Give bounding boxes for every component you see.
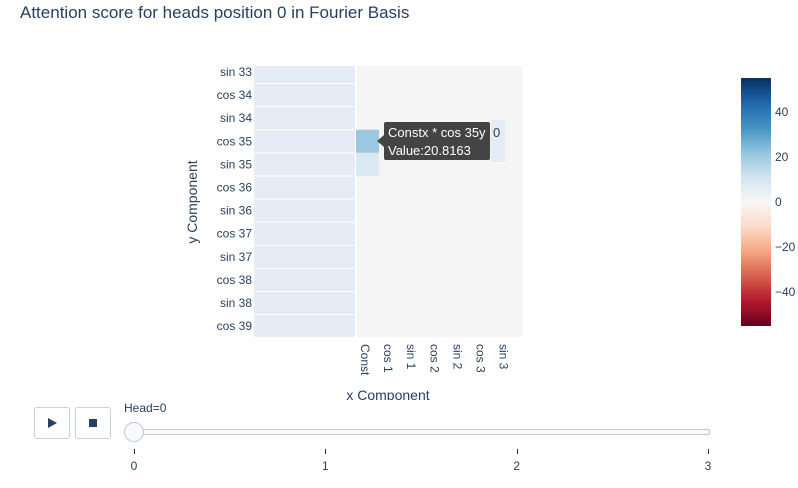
play-button[interactable]	[34, 407, 70, 439]
y-tick-label: sin 38	[220, 296, 252, 310]
heatmap-cell[interactable]	[356, 129, 379, 153]
colorbar-tick-label: −40	[775, 285, 796, 299]
x-tick-label: cos 3	[474, 344, 488, 373]
y-tick-label: sin 35	[220, 157, 252, 171]
play-icon	[48, 418, 57, 428]
x-tick-label: sin 3	[497, 344, 511, 370]
y-tick-label: cos 38	[217, 273, 253, 287]
slider-track[interactable]	[134, 429, 710, 435]
slider-current-value: Head=0	[124, 401, 167, 415]
y-tick-label: sin 33	[220, 65, 252, 79]
y-tick-label: sin 37	[220, 250, 252, 264]
x-tick-label: cos 2	[427, 344, 441, 373]
colorbar	[741, 78, 771, 326]
x-tick-label: sin 1	[404, 344, 418, 370]
colorbar-tick-label: 40	[775, 105, 789, 119]
slider-handle[interactable]	[124, 422, 144, 442]
tooltip-line-label: Constx * cos 35y	[388, 125, 486, 140]
y-tick-label: cos 37	[217, 227, 253, 241]
stop-button[interactable]	[75, 407, 111, 439]
colorbar-tick-label: −20	[775, 240, 796, 254]
x-tick-label: Const	[358, 344, 372, 376]
y-axis-title: y Component	[184, 160, 200, 243]
x-tick-label: sin 2	[450, 344, 464, 370]
y-tick-label: sin 34	[220, 111, 252, 125]
slider-step-label[interactable]: 1	[321, 459, 329, 473]
hover-tooltip: Constx * cos 35y Value:20.8163	[377, 122, 490, 160]
slider-tick	[325, 449, 327, 454]
slider-step-label[interactable]: 0	[130, 459, 138, 473]
colorbar-tick-label: 0	[775, 195, 782, 209]
y-tick-label: cos 35	[217, 134, 253, 148]
y-tick-label: cos 34	[217, 88, 253, 102]
slider-step-label[interactable]: 3	[704, 459, 712, 473]
slider-tick	[708, 449, 709, 454]
slider-tick	[516, 449, 518, 454]
chart-title: Attention score for heads position 0 in …	[20, 3, 410, 22]
slider-step-label[interactable]: 2	[513, 459, 520, 473]
stop-icon	[89, 419, 97, 427]
colorbar-tick-label: 20	[775, 150, 789, 164]
slider-tick	[134, 449, 135, 454]
heatmap-chart[interactable]: sin 33 cos 34 sin 34 cos 35 sin 35 cos 36 sin …	[0, 0, 798, 400]
y-tick-label: sin 36	[220, 204, 252, 218]
y-tick-label: cos 36	[217, 181, 253, 195]
tooltip-line-value: Value:20.8163	[388, 143, 471, 158]
tooltip-extra-label: 0	[491, 120, 505, 162]
y-tick-label: cos 39	[217, 319, 253, 333]
x-tick-label: cos 1	[381, 344, 395, 373]
heatmap-cell[interactable]	[356, 152, 379, 176]
x-axis-title: x Component	[346, 387, 429, 400]
